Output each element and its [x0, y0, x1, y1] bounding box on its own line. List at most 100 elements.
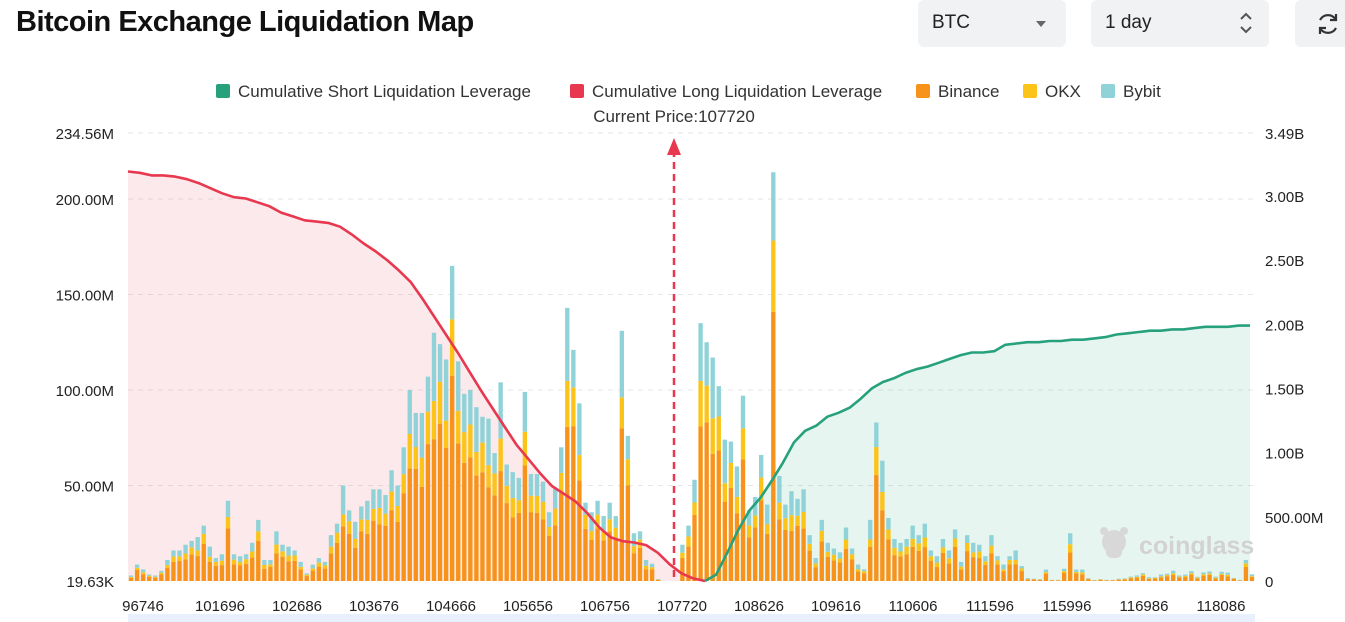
- bar-segment: [746, 537, 752, 581]
- bar-segment: [462, 432, 467, 463]
- bar-segment: [995, 556, 1000, 561]
- bar-segment: [310, 568, 315, 571]
- liquidation-bar: [177, 550, 182, 581]
- bar-segment: [886, 539, 891, 581]
- bar-segment: [843, 527, 849, 540]
- right-axis-tick-label: 1.50B: [1265, 381, 1304, 398]
- bar-segment: [365, 533, 370, 581]
- bar-segment: [601, 530, 606, 541]
- legend-swatch: [1101, 84, 1115, 98]
- bar-segment: [825, 542, 831, 552]
- bar-segment: [250, 557, 255, 581]
- bar-segment: [728, 462, 734, 488]
- bar-segment: [353, 521, 358, 539]
- bar-segment: [165, 559, 170, 566]
- bar-segment: [147, 574, 152, 576]
- bar-segment: [153, 577, 158, 581]
- liquidation-bar: [965, 535, 970, 581]
- bar-segment: [1061, 573, 1067, 581]
- bar-segment: [783, 518, 788, 530]
- bar-segment: [868, 539, 873, 547]
- bar-segment: [1061, 571, 1067, 573]
- x-axis-tick-label: 103676: [349, 598, 399, 615]
- liquidation-bar: [813, 558, 818, 581]
- bar-segment: [807, 543, 812, 551]
- bar-segment: [1074, 569, 1079, 572]
- bar-segment: [958, 561, 964, 567]
- bar-segment: [849, 559, 855, 581]
- bar-segment: [183, 544, 188, 554]
- liquidation-bar: [225, 500, 231, 581]
- bar-segment: [989, 545, 994, 554]
- bar-segment: [377, 489, 382, 509]
- bar-segment: [346, 521, 352, 534]
- liquidation-bar: [716, 386, 721, 581]
- x-axis-tick-label: 102686: [272, 598, 322, 615]
- bar-segment: [880, 491, 885, 511]
- range-slider[interactable]: [128, 614, 1255, 622]
- liquidation-bar: [1128, 576, 1133, 581]
- liquidation-bar: [1031, 578, 1037, 581]
- range-select[interactable]: 1 day: [1091, 0, 1269, 47]
- bar-segment: [565, 380, 570, 427]
- bar-segment: [292, 550, 297, 556]
- liquidation-bar: [1116, 578, 1121, 581]
- bar-segment: [1243, 566, 1249, 581]
- bar-segment: [231, 554, 237, 560]
- refresh-icon: [1318, 14, 1338, 34]
- refresh-button[interactable]: [1295, 0, 1345, 47]
- bar-segment: [207, 561, 212, 581]
- bar-segment: [534, 495, 540, 513]
- bar-segment: [1013, 559, 1018, 565]
- bar-segment: [1025, 579, 1030, 581]
- bar-segment: [898, 542, 903, 552]
- bar-segment: [292, 555, 297, 561]
- bar-segment: [207, 556, 212, 562]
- symbol-select[interactable]: BTC: [918, 0, 1066, 47]
- liquidation-bar: [1231, 577, 1236, 581]
- bar-segment: [250, 542, 255, 552]
- liquidation-bar: [1225, 572, 1230, 581]
- bar-segment: [752, 496, 758, 516]
- liquidation-bar: [486, 418, 491, 581]
- legend: Cumulative Short Liquidation Leverage Cum…: [216, 82, 1161, 101]
- bar-segment: [219, 560, 225, 566]
- bar-segment: [807, 550, 812, 581]
- bar-segment: [692, 502, 697, 515]
- bar-segment: [819, 530, 824, 542]
- bar-segment: [649, 569, 655, 581]
- bar-segment: [1068, 544, 1073, 553]
- bar-segment: [1134, 576, 1140, 578]
- bar-segment: [304, 573, 309, 575]
- bar-segment: [1134, 577, 1140, 581]
- symbol-select-value: BTC: [932, 12, 970, 33]
- bar-segment: [831, 560, 837, 581]
- bar-segment: [777, 519, 782, 581]
- bar-segment: [231, 559, 237, 565]
- bar-segment: [298, 566, 303, 570]
- bar-segment: [431, 439, 437, 581]
- bar-segment: [346, 510, 352, 522]
- liquidation-bar: [1189, 571, 1194, 581]
- bar-segment: [880, 460, 885, 492]
- bar-segment: [1001, 569, 1006, 572]
- bar-segment: [153, 576, 158, 578]
- liquidation-bar: [171, 550, 176, 581]
- bar-segment: [934, 556, 940, 563]
- bar-segment: [262, 564, 267, 569]
- liquidation-bar: [1007, 556, 1012, 581]
- bar-segment: [449, 375, 455, 581]
- liquidation-bar: [1195, 576, 1200, 581]
- bar-segment: [1189, 573, 1194, 575]
- liquidation-bar: [934, 556, 940, 581]
- bar-segment: [783, 504, 788, 519]
- bar-segment: [631, 533, 637, 547]
- liquidation-bar: [219, 554, 225, 581]
- bar-segment: [371, 520, 376, 581]
- liquidation-bar: [740, 395, 746, 581]
- bar-segment: [237, 561, 243, 566]
- bar-segment: [910, 538, 915, 547]
- liquidation-bar: [783, 504, 788, 581]
- right-axis-tick-label: 3.00B: [1265, 189, 1304, 206]
- bar-segment: [1219, 574, 1224, 581]
